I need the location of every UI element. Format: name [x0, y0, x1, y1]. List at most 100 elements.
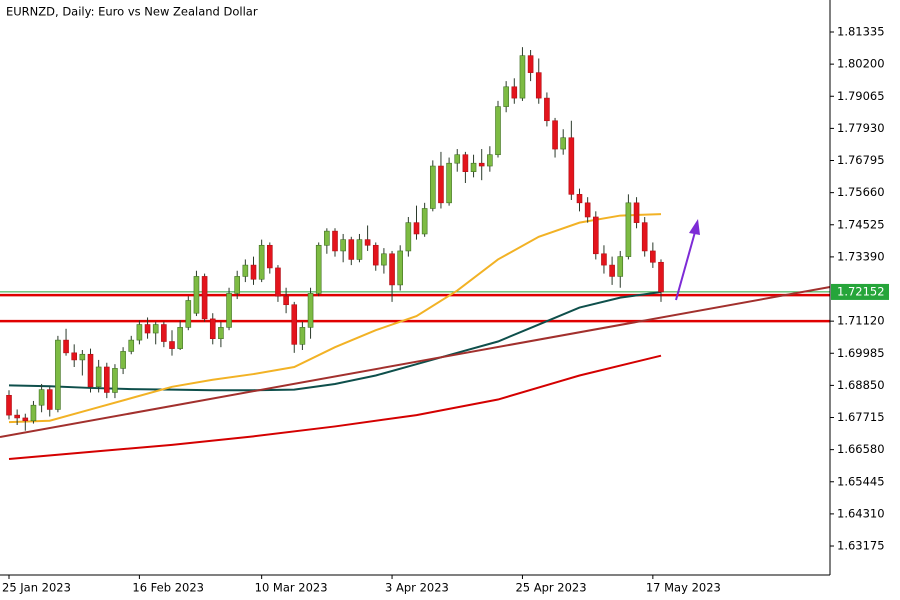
- candle-body: [519, 55, 526, 99]
- candle-body: [389, 253, 395, 286]
- candle-body: [487, 154, 493, 167]
- candle-body: [552, 120, 558, 150]
- arrow-head: [689, 219, 700, 235]
- candle-body: [658, 261, 664, 293]
- candle-body: [79, 353, 86, 361]
- y-tick-label: 1.73390: [837, 249, 885, 263]
- arrow-shaft: [675, 231, 696, 301]
- x-tick-label: 10 Mar 2023: [255, 581, 328, 595]
- last-price-label: 1.72152: [837, 284, 885, 298]
- candle-body: [185, 300, 192, 328]
- x-tick-label: 16 Feb 2023: [132, 581, 204, 595]
- x-tick-label: 25 Apr 2023: [515, 581, 586, 595]
- candle-body: [315, 244, 322, 294]
- candle-body: [413, 222, 420, 235]
- y-tick-label: 1.65445: [837, 474, 885, 488]
- candle-body: [527, 55, 534, 73]
- candle-body: [503, 86, 509, 107]
- candle-body: [30, 404, 37, 422]
- candle-body: [87, 353, 94, 388]
- candle-body: [104, 366, 110, 393]
- candle-body: [633, 202, 640, 223]
- y-tick-label: 1.79065: [837, 89, 885, 103]
- y-tick-label: 1.75660: [837, 185, 885, 199]
- candle-body: [356, 239, 363, 260]
- candle-body: [22, 417, 29, 422]
- candle-body: [193, 276, 200, 314]
- y-tick-label: 1.76795: [837, 153, 885, 167]
- candle-body: [152, 324, 159, 334]
- candle-body: [641, 222, 648, 252]
- y-tick-label: 1.77930: [837, 121, 885, 135]
- candle-body: [609, 264, 615, 277]
- x-tick-label: 25 Jan 2023: [2, 581, 71, 595]
- y-tick-label: 1.80200: [837, 57, 885, 71]
- y-tick-label: 1.69985: [837, 346, 885, 360]
- candle-body: [601, 253, 607, 266]
- candle-body: [144, 324, 151, 334]
- candle-body: [14, 414, 20, 419]
- candle-body: [544, 97, 550, 122]
- candle-body: [625, 202, 632, 257]
- candle-body: [46, 389, 53, 410]
- candle-body: [234, 276, 240, 294]
- candle-body: [470, 162, 477, 172]
- candle-body: [495, 106, 501, 156]
- candle-body: [299, 327, 306, 345]
- candle-body: [258, 244, 265, 280]
- candle-body: [650, 250, 656, 263]
- moving-average: [8, 213, 662, 424]
- candle-body: [576, 194, 583, 204]
- candle-body: [568, 137, 575, 195]
- candle-body: [242, 264, 249, 277]
- candle-body: [169, 341, 175, 349]
- y-tick-label: 1.66580: [837, 442, 885, 456]
- candle-body: [266, 244, 273, 269]
- y-tick-label: 1.74525: [837, 217, 885, 231]
- y-tick-label: 1.67715: [837, 410, 885, 424]
- candle-body: [112, 368, 118, 393]
- candle-body: [307, 293, 314, 328]
- candle-body: [364, 239, 371, 246]
- candle-body: [161, 324, 167, 342]
- candle-body: [446, 162, 452, 204]
- candle-body: [63, 339, 69, 354]
- candle-body: [177, 327, 183, 349]
- candle-body: [478, 162, 485, 167]
- x-tick-label: 17 May 2023: [646, 581, 721, 595]
- candle-body: [535, 72, 542, 99]
- chart-title: EURNZD, Daily: Euro vs New Zealand Dolla…: [6, 5, 258, 19]
- y-tick-label: 1.68850: [837, 378, 885, 392]
- candle-body: [38, 389, 45, 406]
- candle-body: [381, 253, 387, 266]
- candle-body: [120, 351, 126, 369]
- trendline: [0, 286, 831, 438]
- candle-body: [332, 230, 338, 252]
- candle-body: [584, 202, 591, 218]
- y-tick-label: 1.71120: [837, 314, 885, 328]
- candle-body: [348, 239, 355, 260]
- candle-body: [275, 267, 281, 297]
- candle-body: [6, 394, 12, 416]
- candle-body: [438, 165, 444, 204]
- candle-body: [340, 239, 346, 252]
- candle-body: [617, 256, 624, 277]
- y-tick-label: 1.81335: [837, 25, 885, 39]
- candle-body: [128, 339, 135, 352]
- candle-body: [405, 222, 412, 252]
- candle-body: [462, 154, 469, 172]
- candle-body: [397, 250, 404, 286]
- candle-body: [592, 216, 599, 255]
- candle-body: [250, 264, 257, 280]
- candle-body: [209, 318, 216, 339]
- y-tick-label: 1.64310: [837, 506, 885, 520]
- moving-average: [8, 354, 662, 460]
- candle-body: [283, 295, 289, 306]
- candle-body: [201, 276, 208, 320]
- candle-body: [324, 230, 330, 246]
- y-tick-label: 1.63175: [837, 539, 885, 553]
- candle-body: [95, 366, 102, 388]
